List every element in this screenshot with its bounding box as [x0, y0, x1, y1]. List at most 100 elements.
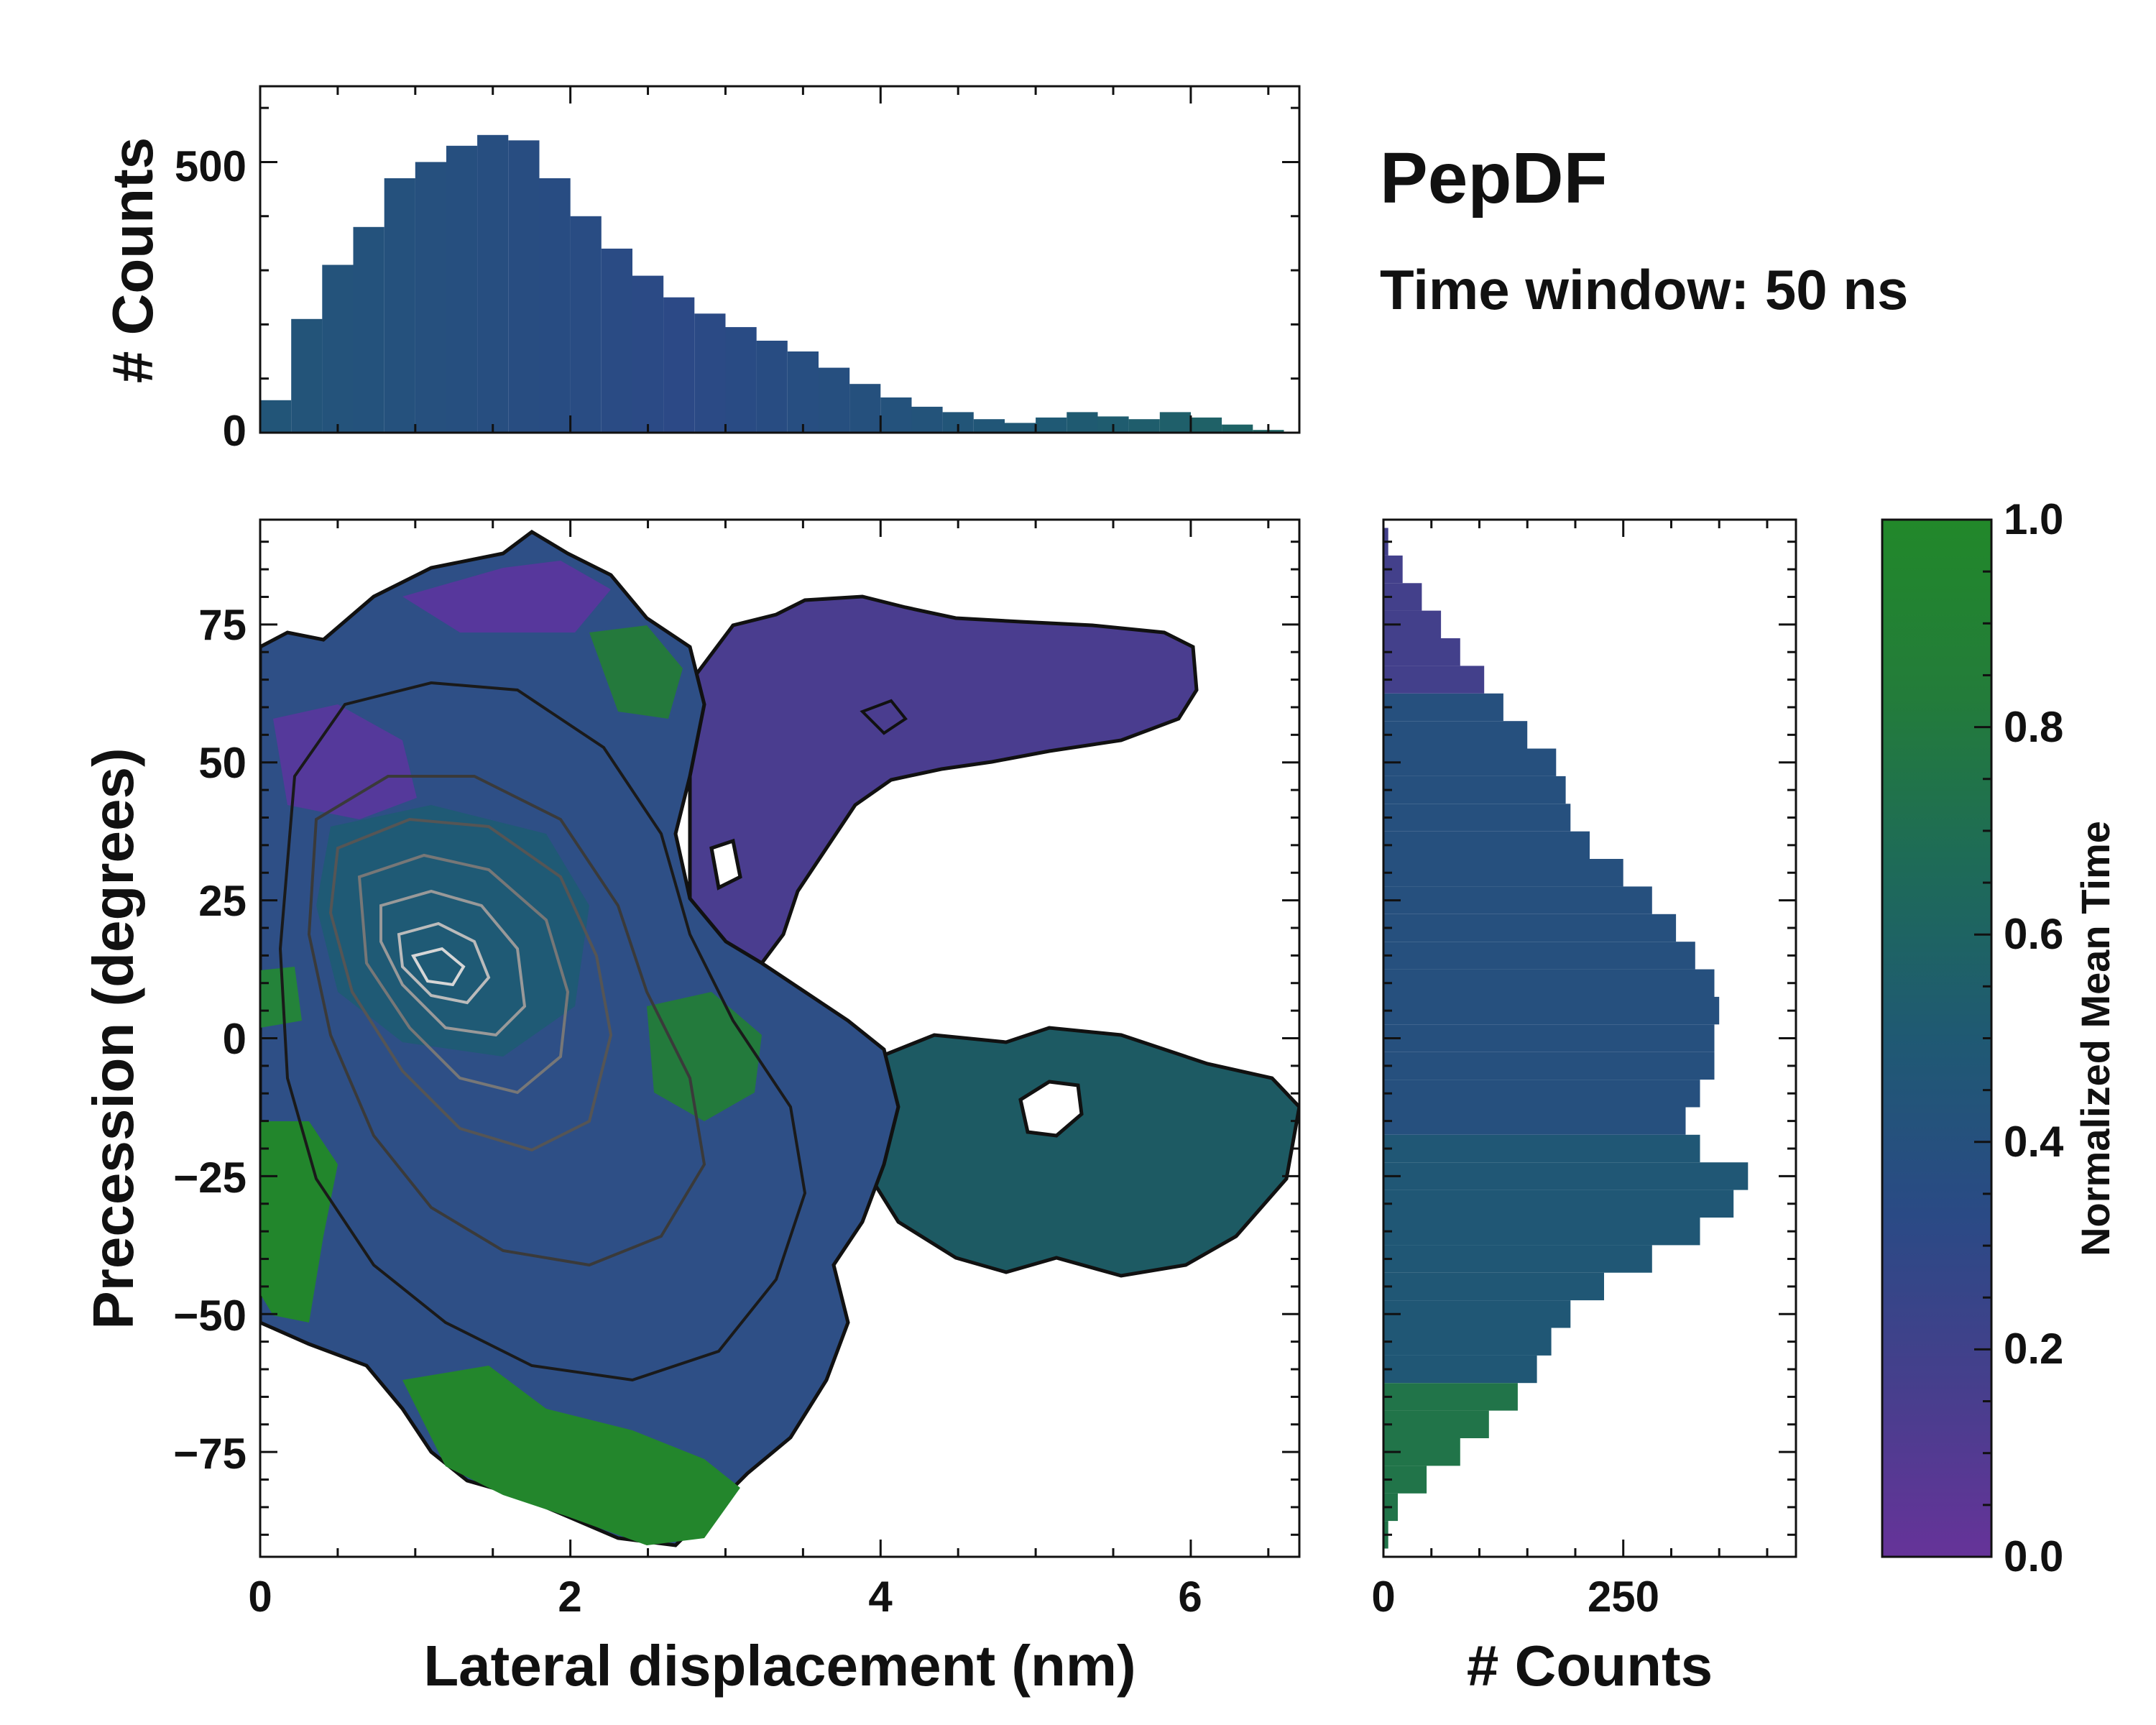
- top-hist-bar: [601, 248, 632, 433]
- top-hist-bar: [725, 327, 757, 433]
- contour-gap-hole: [709, 838, 742, 891]
- heatmap-region-green-small: [260, 967, 302, 1028]
- right-hist-bar: [1383, 776, 1566, 804]
- colorbar-tick-label-0.4: 0.4: [2004, 1118, 2064, 1166]
- top-hist-bar: [1036, 417, 1067, 433]
- top-hist-bar: [508, 140, 540, 433]
- right-hist-bar: [1383, 1383, 1518, 1411]
- right-hist-bar: [1383, 1162, 1749, 1190]
- top-hist-bar: [570, 216, 602, 433]
- heatmap-region-green-mid: [647, 992, 762, 1121]
- top-hist-bar: [880, 397, 912, 433]
- top-hist-bar: [1128, 419, 1160, 433]
- right-hist-bar: [1383, 969, 1715, 997]
- heatmap-cells: [260, 529, 1299, 1547]
- contour-level-4: [357, 853, 570, 1095]
- contour-level-3: [328, 817, 613, 1152]
- top-hist-bar: [756, 341, 788, 433]
- heatmap-region-green-upper: [589, 625, 683, 719]
- right-hist-bar: [1383, 804, 1571, 832]
- top-histogram-bars: [260, 134, 1284, 433]
- right-hist-bar: [1383, 1134, 1700, 1163]
- density-contours: [278, 681, 1084, 1382]
- right-histogram-bars: [1383, 528, 1749, 1549]
- main-ticks: [259, 520, 1299, 1557]
- top-hist-bar: [322, 264, 354, 433]
- top-hist-bar: [632, 275, 664, 433]
- right-histogram-xlabel: # Counts: [1467, 1634, 1713, 1698]
- top-hist-bar: [415, 162, 446, 433]
- ytick-label-75: 75: [198, 601, 247, 649]
- top-histogram-ylabel: # Counts: [101, 137, 165, 383]
- right-hist-bar: [1383, 693, 1503, 722]
- right-hist-bar: [1383, 1272, 1604, 1301]
- right-hist-bar: [1383, 996, 1720, 1025]
- top-hist-bar: [260, 400, 292, 433]
- heatmap-region-green-left: [260, 1121, 338, 1322]
- heatmap-region-green-bottom: [402, 1366, 740, 1545]
- ytick-label-minus75: −75: [173, 1430, 247, 1478]
- top-hist-bar: [539, 178, 571, 433]
- top-hist-bar: [384, 178, 415, 433]
- right-hist-bar: [1383, 1410, 1489, 1438]
- contour-level-1: [278, 681, 807, 1382]
- colorbar-label: Normalized Mean Time: [2073, 821, 2118, 1256]
- right-histogram: 0 250 # Counts: [1371, 518, 1797, 1698]
- right-hist-bar: [1383, 1300, 1571, 1328]
- right-hist-bar: [1383, 886, 1652, 914]
- top-hist-bar: [663, 297, 695, 433]
- right-hist-bar: [1383, 666, 1485, 694]
- colorbar-gradient: [1881, 518, 1993, 1558]
- xtick-label-0: 0: [248, 1573, 272, 1621]
- top-hist-bar: [849, 384, 881, 433]
- right-xtick-label-250: 250: [1588, 1573, 1659, 1621]
- top-ytick-label-500: 500: [175, 142, 247, 190]
- top-hist-bar: [291, 318, 323, 433]
- colorbar: 0.0 0.2 0.4 0.6 0.8 1.0 Normalized Mean …: [1881, 495, 2118, 1581]
- ytick-label-50: 50: [198, 739, 247, 787]
- top-hist-bar: [973, 419, 1005, 433]
- top-ytick-label-0: 0: [223, 407, 247, 455]
- heatmap-region-lower-teal-lobe: [860, 1026, 1299, 1278]
- right-hist-bar: [1383, 1218, 1700, 1246]
- contour-level-2: [307, 775, 706, 1267]
- colorbar-tick-label-0.0: 0.0: [2004, 1532, 2063, 1581]
- colorbar-tick-label-0.8: 0.8: [2004, 703, 2063, 751]
- top-hist-bar: [353, 226, 384, 433]
- xtick-label-2: 2: [558, 1573, 581, 1621]
- contour-upper-lobe-inner: [860, 699, 908, 735]
- right-hist-bar: [1383, 748, 1557, 776]
- xtick-label-4: 4: [868, 1573, 893, 1621]
- top-hist-bar: [1222, 424, 1253, 433]
- right-hist-bar: [1383, 1190, 1734, 1218]
- contour-lower-lobe-hole: [1018, 1080, 1084, 1138]
- ytick-label-25: 25: [198, 877, 247, 925]
- right-hist-bar: [1383, 1328, 1552, 1356]
- top-hist-bar: [477, 134, 509, 433]
- annotation-title: PepDF: [1380, 138, 1608, 218]
- right-hist-bar: [1383, 1245, 1652, 1273]
- ytick-label-minus50: −50: [173, 1292, 247, 1340]
- heatmap-region-upper-purple-lobe: [688, 594, 1199, 965]
- right-hist-bar: [1383, 831, 1590, 860]
- heatmap-region-top-purple-patch: [402, 561, 611, 632]
- top-hist-bar: [694, 313, 726, 433]
- top-hist-bar: [446, 145, 478, 433]
- right-hist-bar: [1383, 914, 1677, 942]
- right-hist-bar: [1383, 1080, 1700, 1108]
- top-hist-bar: [819, 367, 850, 433]
- contour-level-5: [379, 889, 527, 1037]
- colorbar-tick-label-0.6: 0.6: [2004, 910, 2063, 958]
- top-hist-bar: [1190, 417, 1222, 433]
- contour-level-6: [397, 921, 491, 1005]
- main-xlabel: Lateral displacement (nm): [423, 1634, 1135, 1698]
- right-hist-bar: [1383, 1052, 1715, 1080]
- top-hist-bar: [1159, 412, 1191, 433]
- top-hist-bar: [911, 406, 943, 433]
- colorbar-ticks: [1974, 518, 1991, 1558]
- ytick-label-0: 0: [223, 1015, 247, 1063]
- top-hist-bar: [1067, 412, 1098, 433]
- xtick-label-6: 6: [1178, 1573, 1202, 1621]
- contour-level-7: [410, 947, 466, 987]
- annotation-subtitle: Time window: 50 ns: [1380, 258, 1908, 321]
